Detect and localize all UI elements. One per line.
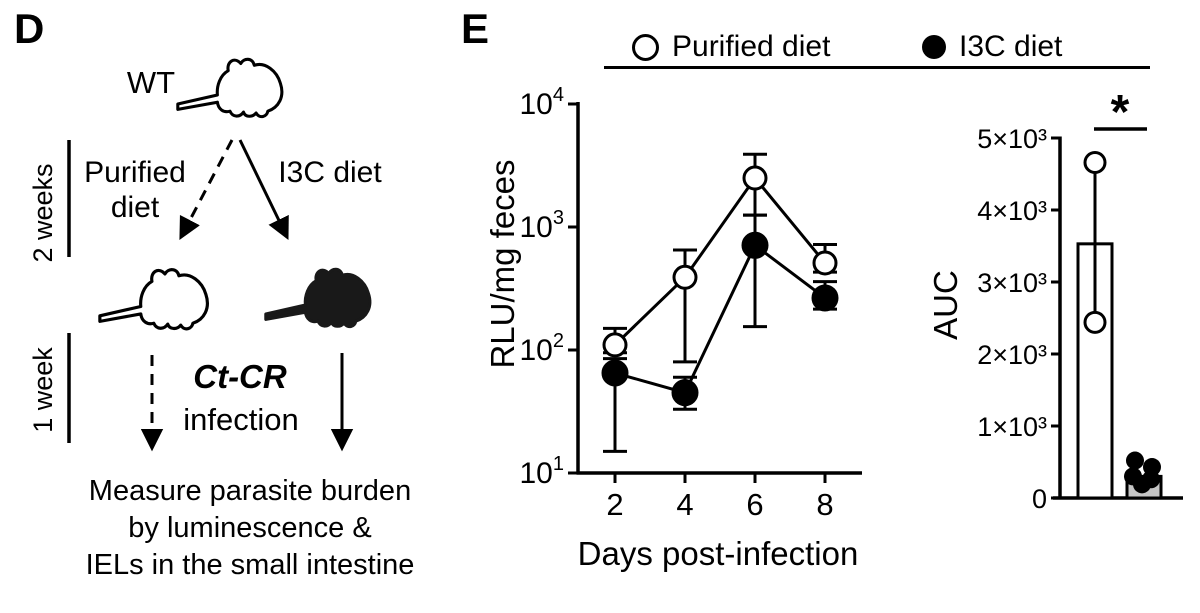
legend-underline bbox=[604, 66, 1150, 69]
x-tick-label: 8 bbox=[816, 487, 833, 522]
one-week-label: 1 week bbox=[28, 347, 58, 433]
purified-mouse-icon bbox=[98, 268, 209, 331]
legend-label-purified: Purified diet bbox=[672, 30, 831, 63]
infection-label-line1: Ct-CR bbox=[193, 358, 287, 395]
data-point-purified-day8 bbox=[812, 250, 838, 276]
y-tick-label: 101 bbox=[520, 453, 565, 490]
series-line-purified bbox=[613, 175, 827, 346]
panel-e-label: E bbox=[461, 5, 490, 52]
i3c-diet-arrow bbox=[238, 139, 289, 241]
data-point-i3c-day2 bbox=[601, 359, 629, 387]
purified-diet-label-line1: Purified bbox=[84, 156, 186, 189]
data-point-purified-day2 bbox=[602, 332, 628, 358]
panel-d-label: D bbox=[14, 5, 45, 52]
data-point-purified-day4 bbox=[672, 264, 698, 290]
x-tick-label: 4 bbox=[676, 487, 693, 522]
data-point-i3c-day6 bbox=[741, 231, 769, 259]
auc-y-tick-label: 1×10³ bbox=[977, 412, 1047, 442]
y-tick-label: 103 bbox=[520, 207, 565, 244]
auc-y-label: AUC bbox=[927, 270, 964, 340]
auc-y-tick-label: 4×10³ bbox=[977, 196, 1047, 226]
x-tick-label: 6 bbox=[746, 487, 763, 522]
auc-point-i3c bbox=[1133, 475, 1151, 494]
open-circle-icon bbox=[632, 33, 659, 61]
data-point-i3c-day8 bbox=[811, 284, 839, 312]
panel-e-charts: 101 102 103 104 2 4 6 8 Days post-infection RLU/m… bbox=[484, 84, 1183, 572]
purified-diet-arrow bbox=[179, 139, 234, 240]
auc-point-i3c bbox=[1126, 451, 1144, 470]
y-tick-label: 104 bbox=[520, 84, 565, 121]
auc-y-tick-label: 5×10³ bbox=[977, 124, 1047, 154]
auc-y-tick-label: 2×10³ bbox=[977, 340, 1047, 370]
data-point-i3c-day4 bbox=[671, 379, 699, 407]
auc-point-purified bbox=[1083, 150, 1107, 174]
wt-mouse-icon bbox=[176, 57, 284, 119]
line-chart-y-label: RLU/mg feces bbox=[484, 159, 521, 368]
outcome-line-2: by luminescence & bbox=[128, 512, 371, 544]
legend-label-i3c: I3C diet bbox=[959, 30, 1063, 63]
purified-diet-label-line2: diet bbox=[111, 191, 160, 224]
filled-circle-icon bbox=[922, 35, 946, 59]
data-point-purified-day6 bbox=[742, 165, 768, 191]
line-chart-x-label: Days post-infection bbox=[578, 535, 859, 572]
series-line-i3c bbox=[614, 242, 826, 395]
legend-item-i3c: I3C diet bbox=[922, 30, 1062, 64]
x-tick-label: 2 bbox=[606, 487, 623, 522]
legend-item-purified: Purified diet bbox=[632, 30, 830, 64]
two-weeks-label: 2 weeks bbox=[28, 163, 58, 262]
panel-d-diagram: WT 2 weeks Purified diet I3C diet 1 week… bbox=[28, 57, 415, 581]
outcome-line-1: Measure parasite burden bbox=[89, 475, 411, 507]
infection-label-line2: infection bbox=[183, 402, 298, 437]
wt-label: WT bbox=[127, 65, 175, 100]
auc-y-tick-label: 3×10³ bbox=[977, 268, 1047, 298]
outcome-line-3: IELs in the small intestine bbox=[86, 549, 415, 581]
i3c-mouse-icon bbox=[264, 267, 372, 329]
i3c-diet-label: I3C diet bbox=[278, 156, 382, 189]
y-tick-label: 102 bbox=[520, 330, 565, 367]
auc-y-tick-label: 0 bbox=[1032, 484, 1047, 514]
significance-star: * bbox=[1111, 86, 1130, 139]
auc-point-purified bbox=[1083, 310, 1107, 334]
